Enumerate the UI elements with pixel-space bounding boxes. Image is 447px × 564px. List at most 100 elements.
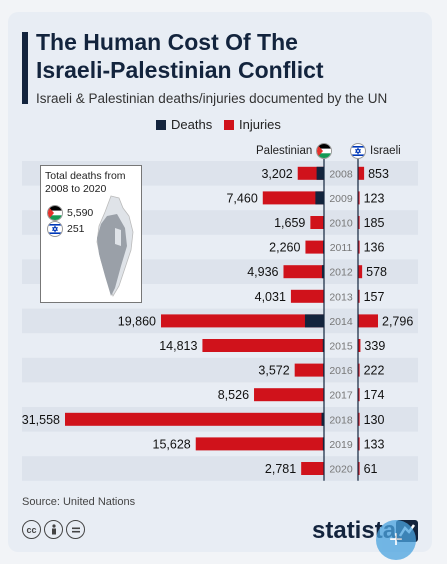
row-stripe bbox=[22, 357, 418, 383]
data-label-israeli: 130 bbox=[364, 413, 385, 427]
data-label-palestinian: 19,860 bbox=[118, 314, 156, 328]
attribution-icon[interactable] bbox=[44, 520, 63, 539]
inset-row-palestinian: 5,590 bbox=[47, 205, 93, 221]
plus-icon[interactable]: + bbox=[376, 520, 416, 560]
bar-palestinian-injuries bbox=[290, 289, 324, 303]
data-label-israeli: 2,796 bbox=[382, 314, 413, 328]
bar-palestinian-injuries bbox=[283, 265, 324, 279]
data-label-palestinian: 7,460 bbox=[226, 191, 257, 205]
bar-israeli-injuries bbox=[358, 240, 360, 254]
column-label-palestinian: Palestinian bbox=[256, 145, 313, 157]
israeli-flag-icon bbox=[350, 143, 366, 159]
bar-palestinian-injuries bbox=[161, 314, 324, 328]
year-label: 2009 bbox=[329, 193, 353, 205]
column-header-israeli: Israeli bbox=[350, 143, 401, 159]
palestinian-flag-icon bbox=[316, 143, 333, 159]
legend-label-deaths: Deaths bbox=[171, 117, 213, 132]
legend-item-deaths: Deaths bbox=[156, 117, 212, 132]
israeli-flag-icon bbox=[47, 221, 63, 237]
bar-israeli-injuries bbox=[358, 437, 360, 451]
legend-label-injuries: Injuries bbox=[239, 117, 281, 132]
bar-israeli-injuries bbox=[358, 388, 360, 402]
page-title: The Human Cost Of The Israeli-Palestinia… bbox=[36, 28, 426, 84]
data-label-palestinian: 3,202 bbox=[261, 167, 292, 181]
data-label-palestinian: 4,031 bbox=[255, 290, 286, 304]
data-label-palestinian: 31,558 bbox=[22, 413, 60, 427]
year-label: 2012 bbox=[329, 267, 353, 279]
bar-palestinian-deaths bbox=[321, 265, 324, 279]
bar-palestinian-injuries bbox=[65, 412, 324, 426]
bar-israeli-injuries bbox=[358, 363, 360, 377]
title-line-1: The Human Cost Of The bbox=[36, 29, 298, 55]
bar-palestinian-injuries bbox=[254, 388, 324, 402]
subtitle: Israeli & Palestinian deaths/injuries do… bbox=[36, 91, 388, 106]
bar-israeli-injuries bbox=[358, 462, 360, 475]
source-note: Source: United Nations bbox=[22, 496, 136, 508]
bar-palestinian-deaths bbox=[304, 314, 324, 328]
data-label-israeli: 222 bbox=[364, 364, 385, 378]
bar-palestinian-injuries bbox=[202, 339, 324, 352]
data-label-israeli: 157 bbox=[364, 290, 385, 304]
row-stripe bbox=[22, 456, 418, 481]
data-label-palestinian: 3,572 bbox=[258, 364, 289, 378]
region-map-icon bbox=[96, 195, 134, 297]
data-label-israeli: 853 bbox=[368, 167, 389, 181]
year-label: 2019 bbox=[329, 439, 353, 451]
bar-palestinian-deaths bbox=[315, 191, 324, 205]
inset-palestinian-total: 5,590 bbox=[67, 207, 94, 219]
inset-row-israeli: 251 bbox=[47, 221, 85, 237]
total-deaths-inset: Total deaths from 2008 to 2020 5,590 251 bbox=[40, 165, 142, 303]
bar-palestinian-injuries bbox=[310, 216, 324, 229]
license-icons: cc bbox=[22, 520, 85, 539]
data-label-palestinian: 4,936 bbox=[247, 265, 278, 279]
data-label-palestinian: 15,628 bbox=[153, 437, 191, 451]
bar-palestinian-injuries bbox=[262, 191, 324, 205]
title-accent-bar bbox=[22, 32, 28, 104]
year-label: 2015 bbox=[329, 341, 353, 353]
palestinian-flag-icon bbox=[47, 205, 63, 221]
bar-israeli-injuries bbox=[358, 166, 365, 180]
inset-israeli-total: 251 bbox=[67, 223, 85, 235]
bar-israeli-injuries bbox=[358, 265, 363, 279]
title-line-2: Israeli-Palestinian Conflict bbox=[36, 57, 324, 83]
data-label-israeli: 61 bbox=[364, 462, 378, 476]
year-label: 2017 bbox=[329, 390, 353, 402]
data-label-palestinian: 2,781 bbox=[265, 462, 296, 476]
bar-palestinian-injuries bbox=[305, 240, 324, 254]
bar-israeli-injuries bbox=[358, 216, 360, 229]
bar-palestinian-injuries bbox=[195, 437, 324, 451]
data-label-israeli: 339 bbox=[364, 339, 385, 353]
legend-item-injuries: Injuries bbox=[224, 117, 281, 132]
year-label: 2013 bbox=[329, 291, 353, 303]
year-label: 2008 bbox=[329, 168, 353, 180]
bar-palestinian-injuries bbox=[301, 462, 324, 475]
bar-israeli-injuries bbox=[358, 191, 360, 205]
data-label-israeli: 133 bbox=[364, 437, 385, 451]
data-label-israeli: 123 bbox=[364, 191, 385, 205]
data-label-israeli: 136 bbox=[364, 241, 385, 255]
data-label-israeli: 185 bbox=[364, 216, 385, 230]
year-label: 2018 bbox=[329, 414, 353, 426]
year-label: 2011 bbox=[330, 242, 353, 254]
year-label: 2014 bbox=[329, 316, 353, 328]
cc-icon[interactable]: cc bbox=[22, 520, 41, 539]
data-label-palestinian: 1,659 bbox=[274, 216, 305, 230]
bar-palestinian-injuries bbox=[294, 363, 324, 377]
deaths-swatch bbox=[156, 119, 166, 130]
column-label-israeli: Israeli bbox=[370, 145, 401, 157]
year-label: 2020 bbox=[329, 464, 353, 476]
bar-israeli-injuries bbox=[358, 314, 378, 328]
injuries-swatch bbox=[224, 119, 234, 130]
year-label: 2010 bbox=[329, 218, 353, 230]
bar-israeli-injuries bbox=[358, 412, 360, 426]
bar-palestinian-deaths bbox=[322, 339, 324, 352]
data-label-palestinian: 8,526 bbox=[218, 388, 249, 402]
data-label-palestinian: 14,813 bbox=[159, 339, 197, 353]
bar-palestinian-deaths bbox=[316, 166, 324, 180]
bar-israeli-injuries bbox=[358, 289, 360, 303]
year-label: 2016 bbox=[329, 365, 353, 377]
no-derivatives-icon[interactable] bbox=[66, 520, 85, 539]
bar-israeli-injuries bbox=[358, 339, 361, 352]
data-label-israeli: 174 bbox=[364, 388, 385, 402]
column-header-palestinian: Palestinian bbox=[256, 143, 333, 159]
